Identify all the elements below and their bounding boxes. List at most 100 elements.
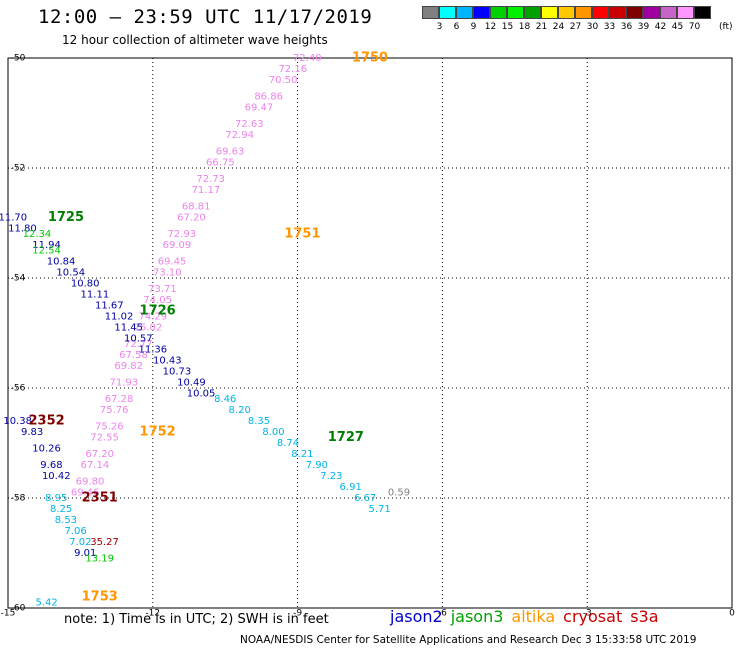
wave-height-label: 12.54: [32, 246, 61, 257]
wave-height-label: 10.42: [42, 471, 71, 482]
pass-time-label: 1751: [284, 227, 320, 242]
pass-time-label: 2351: [82, 491, 118, 506]
wave-height-label: 73.71: [148, 284, 177, 295]
y-tick-label: -50: [11, 54, 26, 64]
wave-height-label: 9.83: [21, 427, 43, 438]
legend-item-jason3: jason3: [450, 607, 504, 626]
colorbar-swatch: [558, 6, 575, 19]
wave-height-label: 6.91: [340, 482, 362, 493]
wave-height-label: 11.02: [105, 312, 134, 323]
colorbar-swatch: [473, 6, 490, 19]
colorbar-tick-label: 27: [569, 22, 582, 32]
colorbar-swatch: [660, 6, 677, 19]
wave-height-label: 10.57: [124, 334, 153, 345]
colorbar-swatch: [694, 6, 711, 19]
wave-height-label: 72.55: [90, 433, 119, 444]
colorbar-swatch: [592, 6, 609, 19]
colorbar-tick-label: 39: [637, 22, 650, 32]
y-tick-label: -60: [11, 604, 26, 614]
wave-height-label: 8.95: [45, 493, 67, 504]
colorbar-swatch: [677, 6, 694, 19]
wave-height-label: 10.38: [3, 416, 32, 427]
wave-height-label: 8.35: [248, 416, 270, 427]
colorbar-swatch: [422, 6, 439, 19]
wave-height-label: 86.86: [254, 92, 283, 103]
colorbar-tick-label: 18: [518, 22, 531, 32]
legend-item-altika: altika: [511, 607, 556, 626]
wave-height-label: 5.71: [369, 504, 391, 515]
legend-item-cryosat: cryosat: [563, 607, 623, 626]
wave-height-label: 71.93: [110, 378, 139, 389]
colorbar-tick-label: 33: [603, 22, 616, 32]
wave-height-label: 72.77: [124, 339, 153, 350]
colorbar-tick-label: 21: [535, 22, 548, 32]
colorbar-tick-label: 24: [552, 22, 565, 32]
colorbar-tick-label: 30: [586, 22, 599, 32]
wave-height-label: 8.21: [291, 449, 313, 460]
wave-height-label: 8.25: [50, 504, 72, 515]
wave-height-label: 69.82: [114, 361, 143, 372]
wave-height-label: 67.20: [85, 449, 114, 460]
x-tick-label: -3: [583, 609, 592, 619]
colorbar-tick-label: 70: [688, 22, 701, 32]
wave-height-label: 11.94: [32, 240, 61, 251]
wave-height-label: 8.53: [55, 515, 77, 526]
wave-height-label: 10.05: [187, 389, 216, 400]
y-tick-label: -54: [11, 274, 26, 284]
wave-height-label: 11.70: [0, 213, 27, 224]
wave-height-label: 6.67: [354, 493, 376, 504]
colorbar-swatch: [626, 6, 643, 19]
wave-height-label: 8.20: [229, 405, 251, 416]
pass-time-label: 1750: [352, 51, 388, 66]
colorbar-tick-label: 9: [470, 22, 477, 32]
y-tick-label: -52: [11, 164, 26, 174]
wave-height-label: 13.19: [85, 554, 114, 565]
colorbar-swatch: [490, 6, 507, 19]
wave-height-label: 8.00: [262, 427, 284, 438]
wave-height-label: 68.81: [182, 202, 211, 213]
colorbar-tick-label: 45: [671, 22, 684, 32]
wave-height-label: 67.28: [105, 394, 134, 405]
wave-height-label: 69.46: [71, 488, 100, 499]
wave-height-label: 73.10: [153, 268, 182, 279]
wave-height-label: 12.34: [23, 229, 52, 240]
x-tick-label: -15: [1, 609, 16, 619]
page-subtitle: 12 hour collection of altimeter wave hei…: [62, 33, 328, 47]
page-title: 12:00 – 23:59 UTC 11/17/2019: [38, 6, 373, 28]
colorbar-tick-label: 6: [453, 22, 460, 32]
wave-height-label: 10.84: [47, 257, 76, 268]
wave-height-label: 8.74: [277, 438, 299, 449]
colorbar-swatch: [575, 6, 592, 19]
wave-height-label: 74.29: [138, 312, 167, 323]
colorbar-tick-label: 3: [436, 22, 443, 32]
satellite-legend: jason2 jason3 altika cryosat s3a: [390, 607, 667, 626]
colorbar-swatch: [609, 6, 626, 19]
colorbar-swatch: [541, 6, 558, 19]
wave-height-label: 67.58: [119, 350, 148, 361]
colorbar-swatch: [439, 6, 456, 19]
pass-time-label: 1725: [48, 210, 84, 225]
wave-height-label: 11.80: [8, 224, 37, 235]
wave-height-label: 10.80: [71, 279, 100, 290]
wave-height-label: 69.63: [216, 147, 245, 158]
pass-time-label: 1752: [140, 425, 176, 440]
wave-height-label: 0.59: [388, 488, 410, 499]
wave-height-label: 10.49: [177, 378, 206, 389]
colorbar-tick-label: 12: [484, 22, 497, 32]
wave-height-label: 69.09: [163, 240, 192, 251]
wave-height-label: 72.94: [225, 130, 254, 141]
wave-height-label: 69.45: [158, 257, 187, 268]
wave-height-label: 10.26: [32, 444, 61, 455]
colorbar-swatch: [524, 6, 541, 19]
wave-height-label: 11.45: [114, 323, 143, 334]
wave-height-label: 9.01: [74, 548, 96, 559]
wave-height-label: 8.46: [214, 394, 236, 405]
footer-note: note: 1) Time is in UTC; 2) SWH is in fe…: [64, 612, 329, 627]
wave-height-label: 67.14: [81, 460, 110, 471]
wave-height-label: 72.73: [196, 174, 225, 185]
wave-height-label: 10.54: [56, 268, 85, 279]
credit-line: NOAA/NESDIS Center for Satellite Applica…: [240, 634, 697, 646]
wave-height-label: 5.42: [35, 598, 57, 609]
wave-height-label: 72.63: [235, 119, 264, 130]
x-tick-label: -9: [293, 609, 302, 619]
